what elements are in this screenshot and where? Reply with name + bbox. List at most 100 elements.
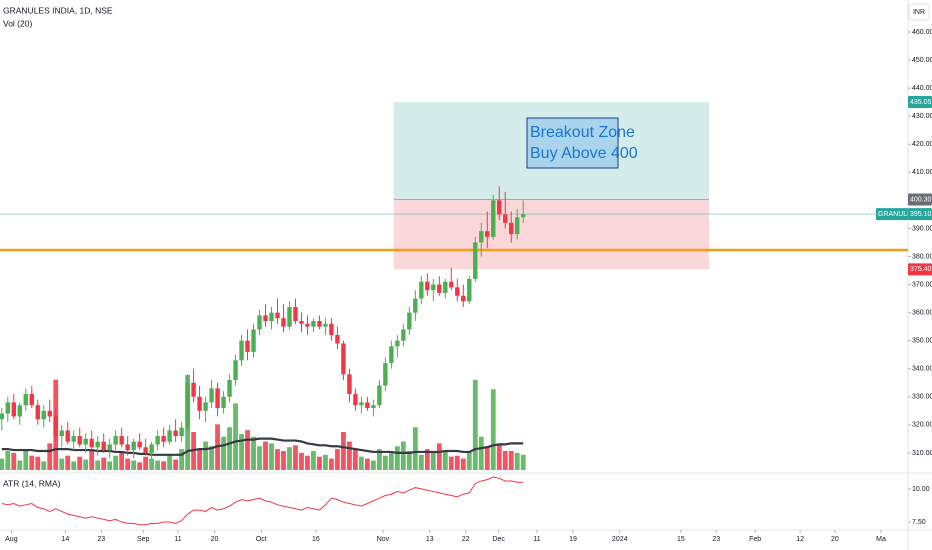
candle-body [149, 444, 154, 453]
candle-body [479, 231, 484, 243]
candle-body [5, 402, 10, 414]
stop-zone [393, 199, 710, 270]
candle-body [101, 441, 106, 451]
candle-body [473, 242, 478, 279]
candle-body [395, 340, 400, 347]
y-tick-label: 310.00 [912, 450, 932, 457]
volume-bar [239, 433, 244, 470]
volume-bar [143, 456, 149, 470]
volume-bar [233, 403, 238, 470]
candle-body [371, 405, 376, 409]
volume-bar [0, 458, 5, 470]
candle-body [383, 363, 388, 386]
volume-bar [113, 455, 119, 470]
candle-body [89, 438, 94, 448]
x-tick-label: Oct [256, 536, 267, 543]
x-tick-label: 14 [61, 536, 69, 543]
volume-bar [47, 443, 53, 470]
candle-body [275, 312, 280, 319]
x-tick-label: Nov [377, 536, 390, 543]
volume-bar [460, 458, 466, 470]
volume-bar [107, 461, 113, 470]
candle-body [305, 323, 310, 327]
candle-body [131, 441, 136, 451]
candle-body [407, 312, 412, 330]
volume-bar [370, 460, 376, 470]
volume-bar [442, 451, 448, 470]
x-tick-label: 20 [211, 536, 219, 543]
candle-body [179, 427, 184, 437]
volume-bar [41, 461, 47, 470]
atr-label: ATR (14, RMA) [3, 478, 61, 488]
candle-body [485, 231, 490, 237]
volume-label: Vol (20) [3, 18, 32, 28]
y-tick-label: 370.00 [912, 281, 932, 288]
volume-bar [364, 458, 370, 470]
candle-body [95, 441, 100, 448]
volume-bar [221, 436, 226, 470]
volume-bar [382, 455, 388, 470]
volume-bar [161, 461, 167, 470]
x-tick-label: 23 [712, 536, 720, 543]
volume-bar [394, 446, 400, 470]
candle-body [263, 315, 268, 322]
x-tick-label: 20 [831, 536, 839, 543]
volume-bar [520, 454, 526, 470]
y-tick-label: 360.00 [912, 309, 932, 316]
volume-bar [466, 451, 472, 470]
candle-body [227, 379, 232, 397]
candle-body [215, 388, 220, 409]
x-tick-label: 11 [174, 536, 181, 543]
currency-box[interactable] [908, 3, 930, 21]
volume-bar [101, 457, 107, 470]
candle-body [119, 436, 124, 445]
candle-body [155, 436, 160, 445]
last-name: GRANULES [878, 211, 917, 218]
candle-body [377, 385, 382, 406]
candle-body [167, 430, 172, 442]
annotation-text: Breakout Zone [530, 124, 635, 141]
candle-body [365, 402, 370, 409]
candle-body [341, 343, 346, 375]
atr-tick-label: 10.00 [912, 486, 930, 493]
volume-bar [484, 446, 490, 470]
candle-body [71, 436, 76, 442]
volume-bar [490, 389, 496, 470]
x-tick-label: 22 [462, 536, 470, 543]
volume-ma [1, 437, 524, 456]
candle-body [197, 396, 202, 411]
volume-bar [472, 379, 478, 470]
candle-body [323, 323, 328, 327]
volume-bar [197, 449, 202, 470]
volume-bar [155, 460, 161, 470]
x-tick-label: Sep [137, 536, 150, 543]
candle-body [59, 430, 64, 437]
candle-body [413, 298, 418, 313]
candle-body [65, 430, 70, 442]
last-price-label-bg [908, 208, 932, 221]
candle-body [269, 312, 274, 322]
y-tick-label: 440.00 [912, 85, 932, 92]
candle-body [311, 321, 316, 327]
volume-bar [77, 456, 83, 470]
volume-bar [23, 449, 29, 470]
stop-label: 375.40 [910, 266, 932, 273]
candle-body [347, 374, 352, 394]
volume-bar [89, 451, 95, 470]
candle-body [437, 284, 442, 293]
candle-body [41, 410, 46, 420]
volume-bar [149, 458, 155, 470]
entry-label: 400.30 [910, 196, 932, 203]
candle-body [419, 281, 424, 299]
volume-bar [125, 458, 131, 470]
candle-body [203, 402, 208, 411]
candle-body [455, 287, 460, 296]
y-tick-label: 390.00 [912, 225, 932, 232]
volume-bar [5, 451, 11, 470]
target-label: 435.05 [910, 99, 932, 106]
volume-bar [430, 452, 436, 470]
volume-bar [269, 443, 274, 470]
candle-body [161, 436, 166, 442]
x-tick-label: 12 [796, 536, 804, 543]
